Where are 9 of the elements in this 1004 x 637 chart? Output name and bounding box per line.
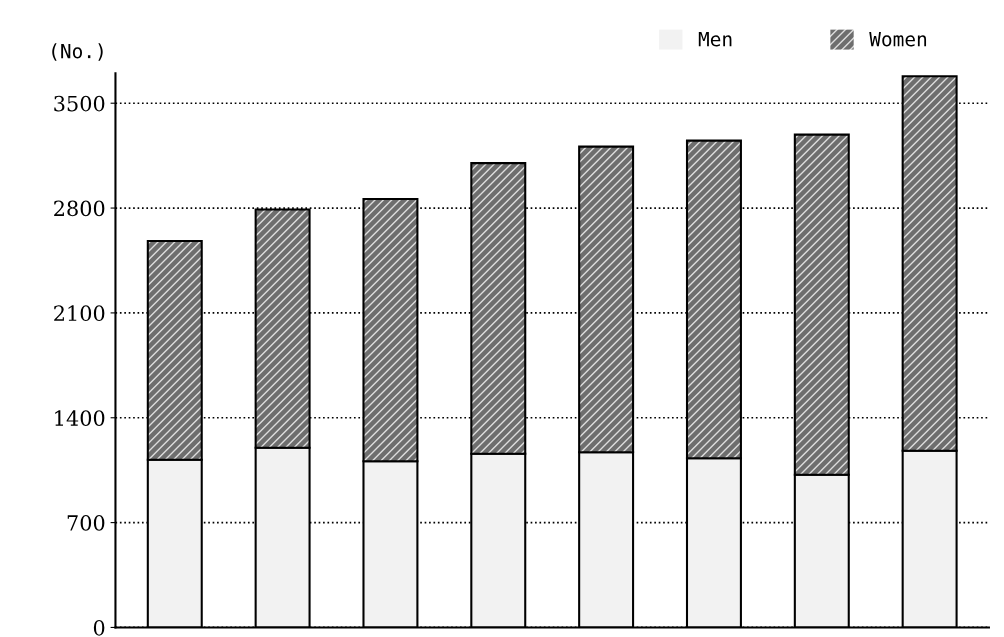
y-axis-title: (No.) xyxy=(52,43,103,61)
y-tick-label: 2800 xyxy=(54,200,105,217)
y-tick-label: 1400 xyxy=(55,410,105,426)
y-tick-label: 3500 xyxy=(54,95,105,112)
y-tick-label: 700 xyxy=(67,515,105,531)
legend-label: Men xyxy=(698,31,732,47)
y-tick-label: 0 xyxy=(93,619,105,636)
y-tick-label: 2100 xyxy=(54,305,105,322)
legend-label: Women xyxy=(869,31,927,47)
